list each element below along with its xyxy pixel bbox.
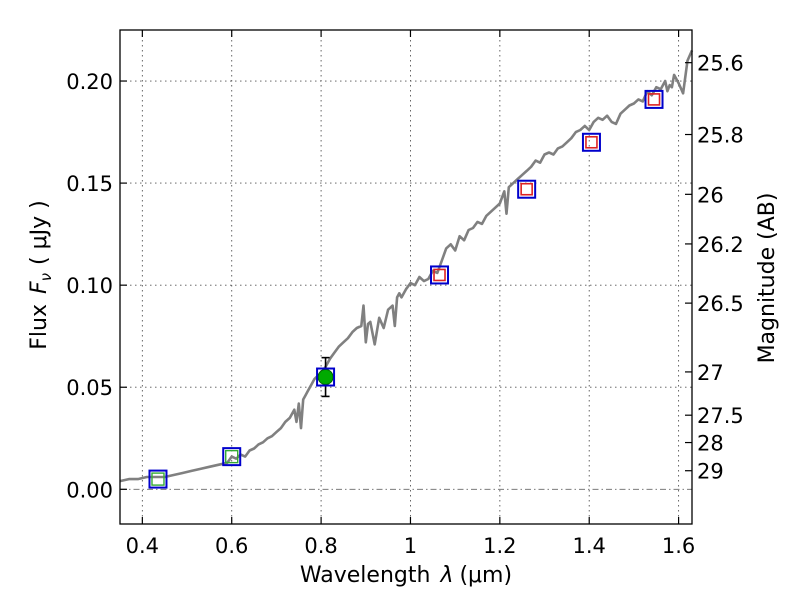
x-tick-label: 1.4 xyxy=(573,534,606,558)
red-square-point xyxy=(585,135,598,149)
blue-square-point xyxy=(316,367,336,387)
green-square-point xyxy=(151,472,165,486)
y-tick-label: 0.00 xyxy=(66,478,113,502)
blue-square-point xyxy=(430,265,450,285)
data-marks xyxy=(148,89,664,489)
y2-tick-label: 26.5 xyxy=(697,292,744,316)
y2-tick-label: 29 xyxy=(697,460,724,484)
blue-square-point xyxy=(644,89,664,109)
x-tick-label: 0.8 xyxy=(304,534,337,558)
y-axis-label: FluxFν( μJy ) xyxy=(27,200,55,349)
spectrum-line xyxy=(119,49,694,483)
x-tick-label: 0.4 xyxy=(126,534,159,558)
y2-axis-label: Magnitude (AB) xyxy=(755,193,780,364)
y-axis-left: 0.00 0.05 0.10 0.15 0.20 xyxy=(66,70,127,502)
y-axis-right: 25.6 25.8 26 26.2 26.5 27 27.5 28 29 xyxy=(685,52,744,484)
y2-tick-label: 25.8 xyxy=(697,124,744,148)
x-tick-label: 0.6 xyxy=(215,534,248,558)
green-square-point xyxy=(225,449,239,464)
y2-tick-label: 26 xyxy=(697,183,724,207)
y-tick-label: 0.05 xyxy=(66,376,113,400)
x-tick-label: 1 xyxy=(404,534,417,558)
grid xyxy=(120,30,692,524)
blue-square-point xyxy=(581,132,601,152)
y2-tick-label: 25.6 xyxy=(697,52,744,76)
y-tick-label: 0.15 xyxy=(66,172,113,196)
red-square-point xyxy=(433,268,446,282)
y2-tick-label: 27 xyxy=(697,361,724,385)
blue-square-point xyxy=(517,179,537,199)
red-square-point xyxy=(647,93,661,106)
y2-tick-label: 27.5 xyxy=(697,404,744,428)
y-tick-label: 0.20 xyxy=(66,70,113,94)
green-measured-point xyxy=(317,369,334,386)
y2-tick-label: 26.2 xyxy=(697,233,744,257)
y-tick-label: 0.10 xyxy=(66,274,113,298)
x-tick-label: 1.2 xyxy=(483,534,516,558)
x-tick-label: 1.6 xyxy=(662,534,695,558)
blue-square-point xyxy=(148,469,168,489)
plot-frame xyxy=(119,29,693,525)
y2-tick-label: 28 xyxy=(697,432,724,456)
x-axis-label: Wavelength λ (μm) xyxy=(300,563,512,588)
x-axis: 0.4 0.6 0.8 1 1.2 1.4 1.6 xyxy=(126,30,695,558)
blue-square-point xyxy=(222,447,242,467)
red-square-point xyxy=(520,182,533,196)
